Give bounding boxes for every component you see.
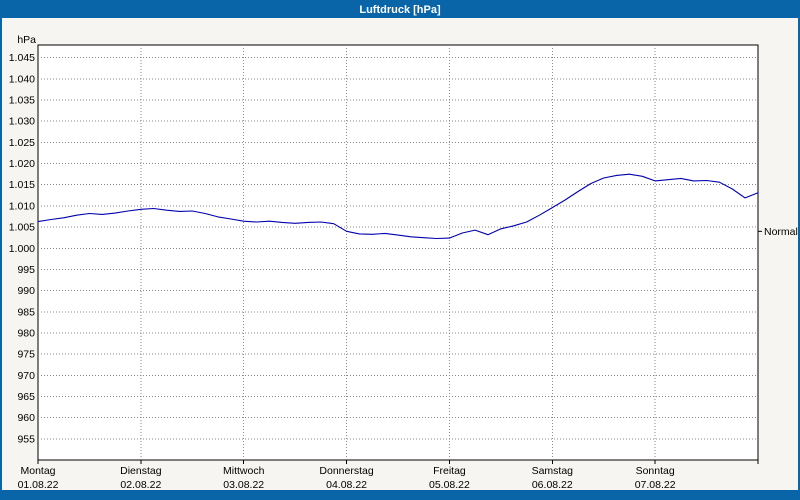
y-tick-label: 1.010 bbox=[9, 200, 35, 212]
x-tick-date: 01.08.22 bbox=[18, 479, 59, 490]
x-tick-weekday: Sonntag bbox=[636, 465, 675, 477]
y-tick-label: 1.015 bbox=[9, 179, 35, 191]
y-tick-label: 1.020 bbox=[9, 158, 35, 170]
y-tick-label: 1.045 bbox=[9, 52, 35, 64]
plot-group: 1.045 1.040 1.035 1.030 1.025 1.020 1.015 1.010… bbox=[9, 44, 798, 490]
x-tick-date: 07.08.22 bbox=[635, 479, 676, 490]
y-tick-label: 995 bbox=[17, 264, 35, 276]
x-tick-weekday: Freitag bbox=[433, 465, 466, 477]
x-tick-date: 03.08.22 bbox=[223, 479, 264, 490]
y-axis-unit-label: hPa bbox=[17, 34, 36, 46]
bottom-bar bbox=[2, 490, 798, 498]
x-tick-date: 02.08.22 bbox=[120, 479, 161, 490]
x-tick-date: 05.08.22 bbox=[429, 479, 470, 490]
normal-label: Normal bbox=[764, 226, 798, 238]
titlebar: Luftdruck [hPa] bbox=[2, 2, 798, 18]
pressure-chart: hPa 1.0451.0401.0351.0301.0251.0201.0151… bbox=[9, 34, 798, 490]
y-tick-label: 955 bbox=[17, 433, 35, 445]
plot-area bbox=[37, 44, 759, 461]
y-tick-label: 1.005 bbox=[9, 222, 35, 234]
x-tick-date: 06.08.22 bbox=[532, 479, 573, 490]
y-tick-label: 975 bbox=[17, 349, 35, 361]
x-tick-date: 04.08.22 bbox=[326, 479, 367, 490]
x-tick-weekday: Samstag bbox=[532, 465, 574, 477]
y-tick-label: 980 bbox=[17, 327, 35, 339]
y-tick-label: 1.000 bbox=[9, 243, 35, 255]
y-tick-label: 970 bbox=[17, 370, 35, 382]
window-title: Luftdruck [hPa] bbox=[359, 4, 441, 16]
x-tick-weekday: Montag bbox=[20, 465, 55, 477]
y-tick-label: 1.035 bbox=[9, 95, 35, 107]
y-tick-label: 965 bbox=[17, 391, 35, 403]
y-tick-label: 960 bbox=[17, 412, 35, 424]
y-tick-label: 1.040 bbox=[9, 73, 35, 85]
y-tick-label: 985 bbox=[17, 306, 35, 318]
pressure-line bbox=[37, 173, 759, 240]
y-tick-label: 990 bbox=[17, 285, 35, 297]
x-tick-weekday: Dienstag bbox=[120, 465, 162, 477]
x-tick-weekday: Mittwoch bbox=[223, 465, 265, 477]
y-tick-label: 1.025 bbox=[9, 137, 35, 149]
y-tick-label: 1.030 bbox=[9, 116, 35, 128]
x-tick-weekday: Donnerstag bbox=[319, 465, 373, 477]
